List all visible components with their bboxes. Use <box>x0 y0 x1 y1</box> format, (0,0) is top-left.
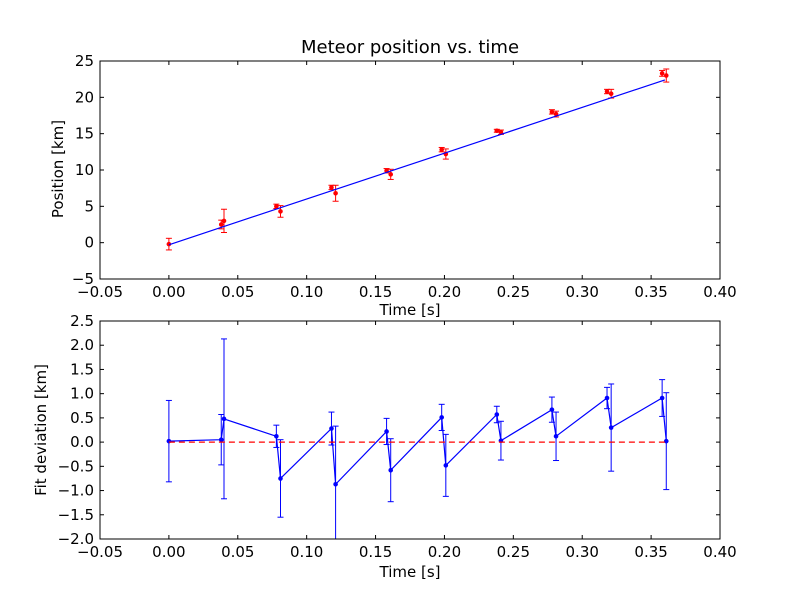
data-point <box>608 91 614 96</box>
axes-frame <box>99 320 721 540</box>
data-point <box>333 190 338 196</box>
data-point <box>608 425 614 430</box>
deviation-plot-area <box>165 338 670 539</box>
x-tick-label: −0.05 <box>77 283 123 301</box>
data-point <box>659 395 665 401</box>
x-tick-label: −0.05 <box>77 543 123 561</box>
y-axis-label: Position [km] <box>49 120 67 218</box>
y-tick-label: 0.5 <box>70 409 94 427</box>
fit-line <box>168 79 666 246</box>
data-point <box>494 128 500 134</box>
x-tick-label: 0.25 <box>497 543 530 561</box>
chart-title: Meteor position vs. time <box>301 37 519 58</box>
x-tick-label: 0.35 <box>634 543 667 561</box>
data-point <box>329 426 334 431</box>
data-point <box>221 416 227 422</box>
x-tick-label: 0.05 <box>221 283 254 301</box>
x-tick-label: 0.10 <box>290 543 323 561</box>
x-tick-label: 0.00 <box>152 283 185 301</box>
y-tick-label: −1.0 <box>58 482 94 500</box>
x-tick-label: 0.15 <box>359 543 392 561</box>
data-point <box>549 407 555 412</box>
position-axes: −0.05 0.00 0.05 0.10 0.15 0.20 0.25 0.30 0.35 0.4… <box>72 52 737 301</box>
y-tick-label: −2.0 <box>58 530 94 548</box>
x-tick-label: 0.05 <box>221 543 254 561</box>
deviation-axes: −0.05 0.00 0.05 0.10 0.15 0.20 0.25 0.30 0.35 0.4… <box>58 312 737 561</box>
data-point <box>166 438 172 444</box>
data-point <box>659 71 665 76</box>
data-point <box>278 209 283 214</box>
data-point <box>549 109 555 115</box>
y-tick-label: 0 <box>84 234 94 252</box>
y-axis-label: Fit deviation [km] <box>32 364 50 496</box>
data-point <box>663 438 669 444</box>
x-tick-label: 0.20 <box>428 543 461 561</box>
data-point <box>274 433 279 439</box>
x-tick-label: 0.35 <box>634 283 667 301</box>
data-point <box>218 222 224 227</box>
deviation-chart: −0.05 0.00 0.05 0.10 0.15 0.20 0.25 0.30 0.35 0.4… <box>32 312 737 581</box>
data-point <box>166 241 172 247</box>
x-tick-label: 0.20 <box>428 283 461 301</box>
x-tick-label: 0.15 <box>359 283 392 301</box>
y-tick-label: 1.5 <box>70 360 94 378</box>
data-point <box>388 172 394 177</box>
x-tick-label: 0.10 <box>290 283 323 301</box>
data-point <box>439 415 444 420</box>
data-point <box>663 73 669 78</box>
y-tick-label: 10 <box>75 161 94 179</box>
y-tick-label: 15 <box>75 125 94 143</box>
data-point <box>388 467 394 473</box>
y-tick-label: −1.5 <box>58 506 94 524</box>
x-tick-label: 0.00 <box>152 543 185 561</box>
data-point <box>553 433 559 439</box>
x-tick-label: 0.40 <box>703 543 736 561</box>
y-tick-label: 20 <box>75 88 94 106</box>
data-point <box>278 476 283 481</box>
y-tick-label: 2.5 <box>70 312 94 330</box>
data-point <box>494 412 500 417</box>
position-plot-area <box>165 68 670 251</box>
y-tick-label: −5 <box>72 270 94 288</box>
x-axis-label: Time [s] <box>379 563 441 581</box>
data-point <box>439 147 444 152</box>
y-tick-label: 2.0 <box>70 336 94 354</box>
y-tick-label: −0.5 <box>58 457 94 475</box>
x-tick-label: 0.40 <box>703 283 736 301</box>
x-axis-label: Time [s] <box>379 301 441 319</box>
data-point <box>221 218 227 224</box>
y-tick-label: 0.0 <box>70 433 94 451</box>
y-tick-label: 1.0 <box>70 385 94 403</box>
position-chart: Meteor position vs. time −0.05 0.00 0.05 0.… <box>49 37 737 319</box>
x-tick-label: 0.30 <box>566 543 599 561</box>
data-point <box>604 89 610 94</box>
y-tick-label: 5 <box>84 197 94 215</box>
data-point <box>384 429 389 434</box>
data-point <box>333 481 338 487</box>
data-point <box>218 437 224 442</box>
data-point <box>498 129 504 135</box>
x-tick-label: 0.30 <box>566 283 599 301</box>
data-point <box>604 395 610 401</box>
y-tick-label: 25 <box>75 52 94 70</box>
data-point <box>443 463 449 468</box>
x-tick-label: 0.25 <box>497 283 530 301</box>
data-point <box>329 185 334 190</box>
